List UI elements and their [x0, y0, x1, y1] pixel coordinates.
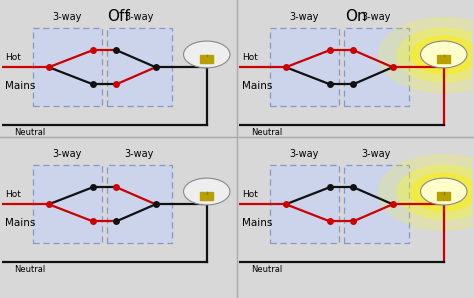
Text: Off: Off: [107, 9, 130, 24]
Text: Hot: Hot: [242, 190, 257, 199]
Text: On: On: [345, 9, 366, 24]
Text: Hot: Hot: [5, 190, 20, 199]
Circle shape: [411, 173, 474, 211]
Circle shape: [379, 18, 474, 93]
FancyBboxPatch shape: [344, 165, 409, 243]
Text: Mains: Mains: [242, 81, 272, 91]
Circle shape: [420, 41, 467, 68]
Circle shape: [411, 36, 474, 74]
Text: Neutral: Neutral: [14, 265, 45, 274]
Text: 3-way: 3-way: [290, 12, 319, 21]
Text: Mains: Mains: [242, 218, 272, 228]
Text: 3-way: 3-way: [53, 149, 82, 159]
Bar: [201, 192, 213, 200]
Circle shape: [183, 178, 230, 205]
FancyBboxPatch shape: [270, 28, 339, 106]
Text: Mains: Mains: [5, 81, 35, 91]
FancyBboxPatch shape: [107, 165, 172, 243]
Circle shape: [397, 28, 474, 82]
Bar: [201, 55, 213, 63]
Text: 3-way: 3-way: [362, 12, 391, 21]
Circle shape: [420, 178, 467, 205]
Circle shape: [183, 41, 230, 68]
Circle shape: [379, 155, 474, 230]
FancyBboxPatch shape: [33, 165, 102, 243]
Text: 3-way: 3-way: [290, 149, 319, 159]
Text: 3-way: 3-way: [125, 149, 154, 159]
Text: Neutral: Neutral: [251, 128, 282, 136]
Circle shape: [397, 165, 474, 219]
Bar: [438, 55, 450, 63]
Text: Neutral: Neutral: [14, 128, 45, 136]
Text: Hot: Hot: [242, 53, 257, 62]
Text: 3-way: 3-way: [125, 12, 154, 21]
Text: Mains: Mains: [5, 218, 35, 228]
Text: 3-way: 3-way: [53, 12, 82, 21]
FancyBboxPatch shape: [344, 28, 409, 106]
FancyBboxPatch shape: [107, 28, 172, 106]
FancyBboxPatch shape: [270, 165, 339, 243]
Text: Neutral: Neutral: [251, 265, 282, 274]
FancyBboxPatch shape: [33, 28, 102, 106]
Bar: [438, 192, 450, 200]
Text: Hot: Hot: [5, 53, 20, 62]
Text: 3-way: 3-way: [362, 149, 391, 159]
